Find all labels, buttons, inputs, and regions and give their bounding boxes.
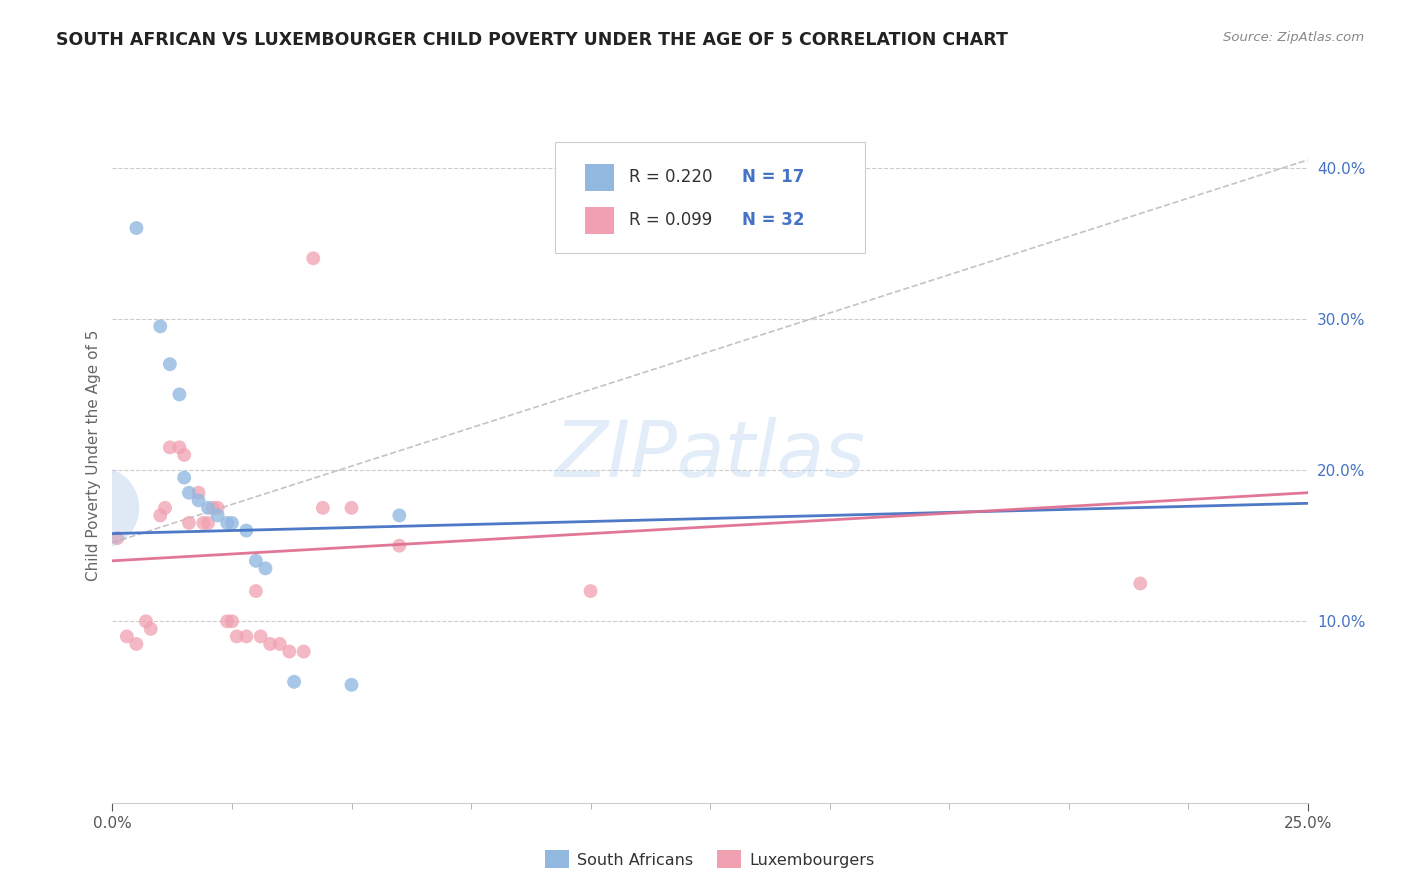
Point <box>159 441 181 455</box>
Point <box>388 539 411 553</box>
Point <box>217 615 239 629</box>
Point <box>105 531 128 545</box>
Point <box>217 516 239 530</box>
Point <box>340 678 363 692</box>
Point <box>278 644 301 658</box>
Point <box>149 319 172 334</box>
Text: N = 17: N = 17 <box>742 169 804 186</box>
Point <box>249 629 271 643</box>
Point <box>254 561 277 575</box>
Point <box>173 470 195 484</box>
Point <box>177 516 200 530</box>
Point <box>259 637 281 651</box>
Point <box>187 485 209 500</box>
Text: Source: ZipAtlas.com: Source: ZipAtlas.com <box>1223 31 1364 45</box>
Point <box>149 508 172 523</box>
Text: SOUTH AFRICAN VS LUXEMBOURGER CHILD POVERTY UNDER THE AGE OF 5 CORRELATION CHART: SOUTH AFRICAN VS LUXEMBOURGER CHILD POVE… <box>56 31 1008 49</box>
Text: R = 0.099: R = 0.099 <box>628 211 711 229</box>
Point <box>115 629 138 643</box>
Text: R = 0.220: R = 0.220 <box>628 169 713 186</box>
Point <box>388 508 411 523</box>
Point <box>187 493 209 508</box>
Point <box>169 441 191 455</box>
Point <box>245 584 267 599</box>
Point <box>159 357 181 371</box>
Point <box>269 637 291 651</box>
Point <box>245 554 267 568</box>
Bar <box>585 164 614 191</box>
Point <box>235 629 257 643</box>
Point <box>173 448 195 462</box>
Point <box>197 500 219 515</box>
Point <box>193 516 215 530</box>
Point <box>169 387 191 401</box>
Point <box>201 500 224 515</box>
Point <box>207 508 229 523</box>
Point <box>139 622 162 636</box>
Point <box>1129 576 1152 591</box>
Point <box>235 524 257 538</box>
Point <box>135 615 157 629</box>
Legend: South Africans, Luxembourgers: South Africans, Luxembourgers <box>538 844 882 875</box>
Point <box>225 629 247 643</box>
Point <box>125 221 148 235</box>
Y-axis label: Child Poverty Under the Age of 5: Child Poverty Under the Age of 5 <box>86 329 101 581</box>
Point <box>153 500 176 515</box>
Point <box>292 644 315 658</box>
Point <box>207 500 229 515</box>
Point <box>87 500 110 515</box>
Point <box>221 615 243 629</box>
Point <box>221 516 243 530</box>
Bar <box>585 207 614 234</box>
Point <box>283 674 305 689</box>
Point <box>125 637 148 651</box>
Text: N = 32: N = 32 <box>742 211 804 229</box>
Point <box>579 584 602 599</box>
Point <box>312 500 335 515</box>
FancyBboxPatch shape <box>554 142 865 253</box>
Point <box>340 500 363 515</box>
Text: ZIPatlas: ZIPatlas <box>554 417 866 493</box>
Point <box>302 252 325 266</box>
Point <box>197 516 219 530</box>
Point <box>177 485 200 500</box>
